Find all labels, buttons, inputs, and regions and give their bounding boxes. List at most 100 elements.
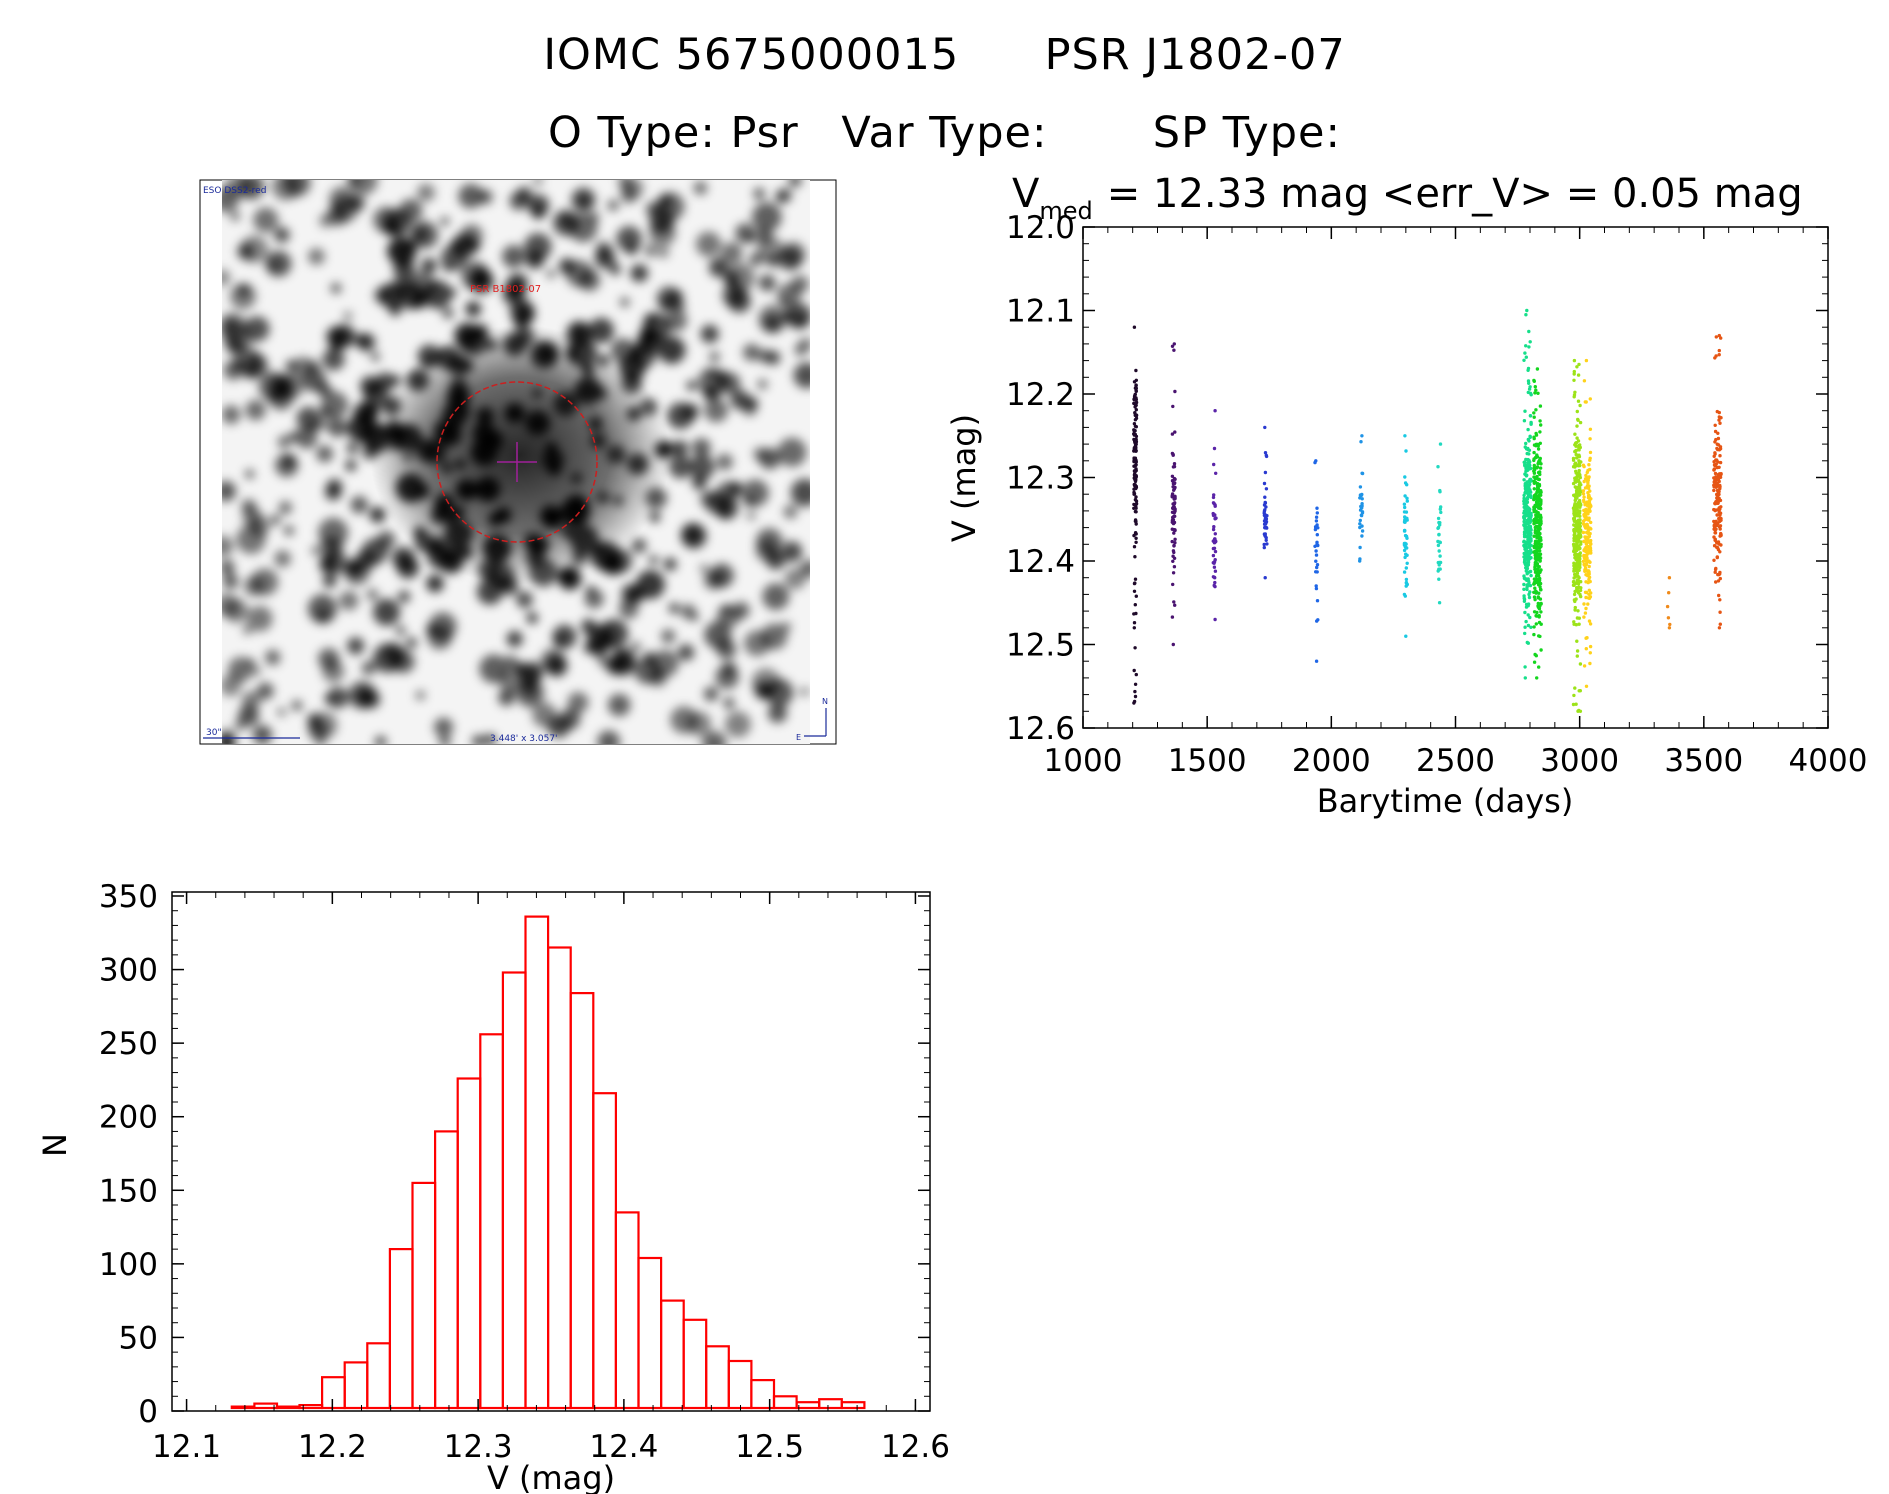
sky-blob xyxy=(295,426,318,449)
scatter-point xyxy=(1171,465,1176,469)
sky-blob xyxy=(479,654,509,684)
scatter-point xyxy=(1262,513,1267,518)
scatter-point xyxy=(1535,453,1539,457)
scatter-point xyxy=(1536,447,1541,451)
sky-blob xyxy=(661,629,676,644)
sky-blob xyxy=(411,293,427,309)
scatter-point xyxy=(1134,378,1139,382)
scatter-point xyxy=(1716,579,1721,583)
sky-blob xyxy=(744,496,755,507)
scatter-point xyxy=(1536,555,1540,560)
scatter-point xyxy=(1532,660,1537,664)
scatter-point xyxy=(1538,576,1542,581)
scatter-point xyxy=(1574,452,1578,457)
histogram-bar xyxy=(637,1256,663,1410)
scatter-point xyxy=(1536,524,1541,529)
scatter-point xyxy=(1578,588,1583,593)
scatter-point xyxy=(1134,495,1138,499)
scatter-point xyxy=(1527,545,1531,549)
scatter-point xyxy=(1575,571,1580,575)
scatter-point xyxy=(1572,369,1577,374)
scatter-point xyxy=(1526,483,1530,487)
scatter-point xyxy=(1526,461,1530,465)
scatter-point xyxy=(1712,460,1716,464)
scatter-point xyxy=(1535,481,1540,486)
sky-blob xyxy=(644,313,657,325)
sky-blob xyxy=(477,189,493,205)
scatter-point xyxy=(1717,333,1722,338)
sky-blob xyxy=(391,650,415,674)
scatter-point xyxy=(1532,625,1536,629)
scatter-point xyxy=(1132,699,1137,704)
scatter-point xyxy=(1539,610,1543,614)
sky-blob xyxy=(599,619,629,649)
histogram-bar xyxy=(366,1342,391,1410)
scatter-point xyxy=(1574,441,1579,445)
scatter-point xyxy=(1263,500,1267,505)
sky-blob xyxy=(524,232,552,261)
scatter-point xyxy=(1717,593,1721,598)
scatter-point xyxy=(1523,547,1527,551)
scatter-point xyxy=(1588,661,1592,666)
scatter-point xyxy=(1536,605,1541,609)
scatter-point xyxy=(1173,537,1177,541)
sky-blob xyxy=(410,220,439,250)
histogram-xtick-label: 12.4 xyxy=(589,1429,658,1465)
scatter-point xyxy=(1134,434,1139,439)
sky-blob xyxy=(415,690,426,701)
scatter-point xyxy=(1211,527,1216,532)
scatter-point xyxy=(1133,392,1138,396)
histogram-bar xyxy=(659,1299,685,1410)
scatter-point xyxy=(1405,553,1409,557)
sky-blob xyxy=(720,604,732,615)
scatter-point xyxy=(1133,689,1137,694)
scatter-point xyxy=(1315,511,1320,515)
sky-blob xyxy=(791,275,809,294)
scatter-point xyxy=(1525,511,1529,515)
scatter-point xyxy=(1532,595,1537,599)
scatter-point xyxy=(1212,462,1216,467)
scatter-point xyxy=(1576,518,1581,522)
scatter-point xyxy=(1437,549,1441,553)
sky-blob xyxy=(630,264,649,283)
scatter-point xyxy=(1133,386,1138,390)
sky-blob xyxy=(223,360,244,381)
sky-blob xyxy=(228,656,254,682)
sky-blob xyxy=(357,333,376,352)
sky-blob xyxy=(686,711,712,736)
sky-blob xyxy=(745,397,759,410)
scatter-point xyxy=(1533,563,1537,567)
scatter-point xyxy=(1587,588,1592,592)
scatter-point xyxy=(1132,459,1136,464)
sky-blob xyxy=(559,708,581,730)
sky-blob xyxy=(242,507,263,527)
scatter-point xyxy=(1213,537,1217,541)
sky-blob xyxy=(223,317,239,333)
scatter-point xyxy=(1588,622,1593,626)
sky-blob xyxy=(689,454,715,480)
scatter-point xyxy=(1213,516,1217,521)
scatter-point xyxy=(1532,497,1536,502)
histogram-bar xyxy=(411,1181,437,1410)
histogram-plot-frame xyxy=(171,891,931,1412)
scatter-point xyxy=(1578,689,1583,693)
scatter-point xyxy=(1133,555,1137,559)
scatter-point xyxy=(1576,399,1581,403)
scatter-point xyxy=(1173,541,1177,545)
sky-blob xyxy=(222,573,239,590)
scatter-point xyxy=(1213,569,1218,573)
scatter-point xyxy=(1574,444,1578,448)
scatter-point xyxy=(1715,488,1720,493)
scatter-point xyxy=(1529,479,1533,483)
scatter-point xyxy=(1538,466,1543,470)
scatter-point xyxy=(1172,544,1176,548)
scatter-point xyxy=(1577,526,1581,530)
histogram-bar xyxy=(388,1247,414,1410)
scatter-point xyxy=(1573,575,1578,579)
scatter-point xyxy=(1573,605,1578,610)
scatter-point xyxy=(1171,485,1175,489)
scatter-point xyxy=(1584,647,1589,651)
sky-blob xyxy=(252,666,261,676)
scatter-point xyxy=(1526,579,1531,583)
scatter-point xyxy=(1358,557,1362,561)
